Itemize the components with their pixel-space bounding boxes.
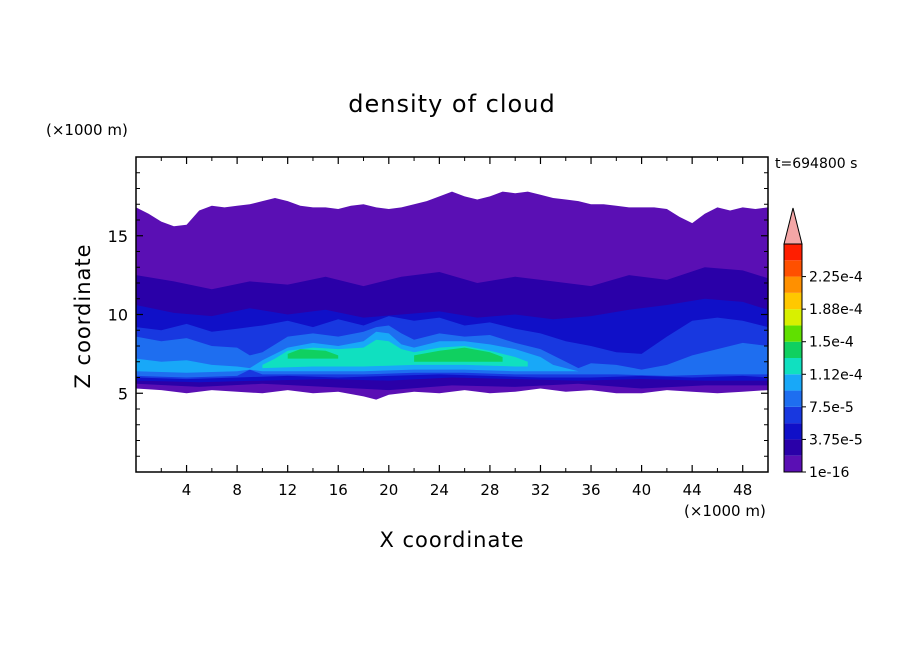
colorbar-tick-label: 7.5e-5 — [809, 400, 854, 416]
x-tick-label: 44 — [683, 481, 702, 499]
x-tick-label: 40 — [632, 481, 651, 499]
y-axis-label: Z coordinate — [71, 243, 95, 388]
colorbar-segment — [784, 292, 802, 310]
colorbar-tick-label: 2.25e-4 — [809, 270, 863, 286]
x-axis-ticks: 4 8 12 16 20 24 28 32 36 40 44 48 — [160, 157, 752, 499]
colorbar: 1e-16 3.75e-5 7.5e-5 1.12e-4 1.5e-4 1.88e-4 2.… — [783, 207, 863, 481]
colorbar-segment — [784, 325, 802, 342]
colorbar-overflow-triangle — [783, 207, 803, 245]
x-tick-label: 12 — [278, 481, 297, 499]
colorbar-segment — [784, 423, 802, 440]
colorbar-tick-label: 1e-16 — [809, 465, 849, 481]
x-tick-label: 24 — [430, 481, 449, 499]
x-tick-label: 20 — [379, 481, 398, 499]
colorbar-segment — [784, 358, 802, 375]
colorbar-segment — [784, 309, 802, 326]
colorbar-segment — [784, 390, 802, 407]
chart-title: density of cloud — [348, 90, 555, 118]
y-tick-label: 15 — [108, 227, 128, 246]
y-axis-ticks: 5 10 15 — [108, 172, 768, 457]
colorbar-segment — [784, 260, 802, 277]
y-tick-label: 5 — [118, 384, 128, 403]
colorbar-tick-label: 1.12e-4 — [809, 367, 863, 383]
colorbar-segment — [784, 276, 802, 293]
colorbar-segment — [784, 439, 802, 456]
x-tick-label: 36 — [581, 481, 600, 499]
density-band-8 — [414, 347, 503, 362]
x-tick-label: 16 — [329, 481, 348, 499]
x-tick-label: 28 — [480, 481, 499, 499]
density-band-7 — [287, 349, 339, 359]
x-tick-label: 4 — [182, 481, 192, 499]
colorbar-segment — [784, 406, 802, 424]
colorbar-tick-label: 1.88e-4 — [809, 302, 863, 318]
time-label: t=694800 s — [775, 156, 857, 172]
colorbar-segment — [784, 244, 802, 261]
x-unit-label: (×1000 m) — [684, 502, 766, 520]
colorbar-segment — [784, 374, 802, 391]
x-axis-label: X coordinate — [379, 528, 524, 552]
y-unit-label: (×1000 m) — [46, 121, 128, 139]
colorbar-tick-label: 3.75e-5 — [809, 432, 863, 448]
colorbar-segment — [784, 455, 802, 472]
colorbar-segment — [784, 341, 802, 358]
x-tick-label: 48 — [733, 481, 752, 499]
x-tick-label: 32 — [531, 481, 550, 499]
colorbar-frame — [783, 243, 803, 473]
colorbar-tick-label: 1.5e-4 — [809, 335, 854, 351]
y-tick-label: 10 — [108, 306, 128, 325]
x-tick-label: 8 — [232, 481, 242, 499]
density-field — [136, 191, 768, 400]
